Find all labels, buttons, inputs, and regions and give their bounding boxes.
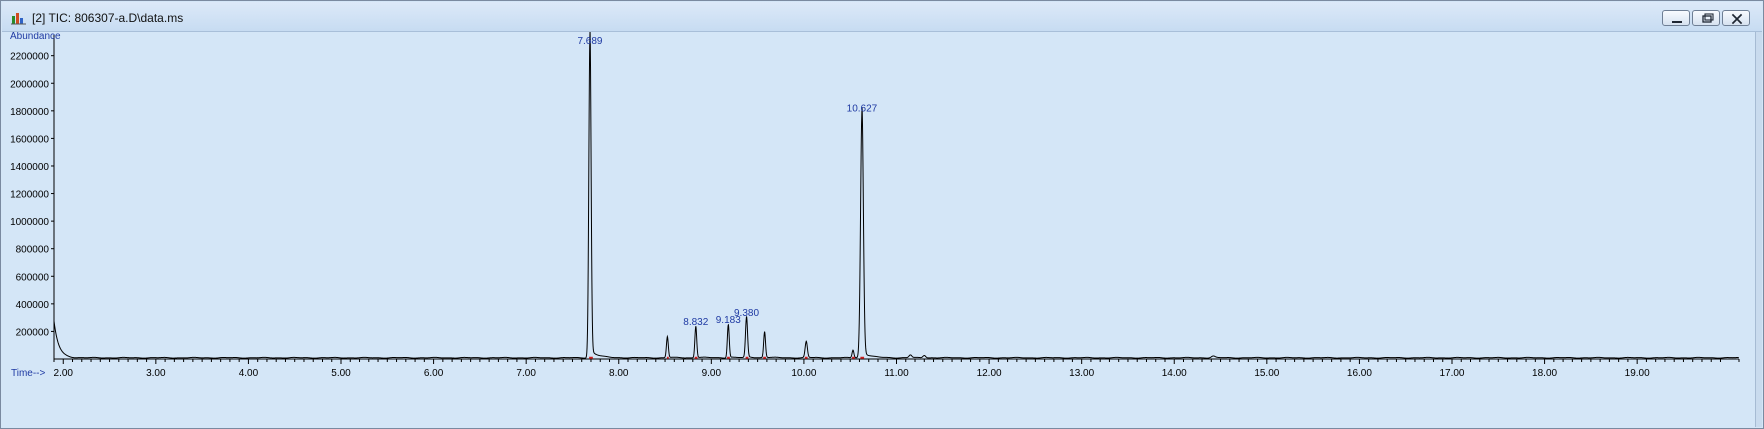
peak-rt-label: 7.689 bbox=[577, 36, 602, 47]
y-axis-title: Abundance bbox=[10, 32, 61, 42]
window-title: [2] TIC: 806307-a.D\data.ms bbox=[32, 11, 184, 25]
tic-trace-line bbox=[53, 32, 1739, 359]
chromatogram-app-icon bbox=[11, 13, 26, 25]
restore-button[interactable] bbox=[1692, 10, 1720, 26]
peak-rt-label: 9.183 bbox=[716, 315, 741, 326]
window-controls bbox=[1662, 10, 1750, 26]
plot-background bbox=[2, 32, 1757, 427]
x-tick-label: 18.00 bbox=[1532, 368, 1557, 379]
peak-rt-label: 9.380 bbox=[734, 308, 759, 319]
trace-layer bbox=[53, 32, 1739, 359]
x-tick-label: 6.00 bbox=[424, 368, 444, 379]
x-axis-title: Time--> bbox=[11, 368, 46, 379]
x-tick-label: 12.00 bbox=[977, 368, 1002, 379]
y-tick-label: 800000 bbox=[16, 245, 50, 256]
window-titlebar[interactable]: [2] TIC: 806307-a.D\data.ms bbox=[2, 2, 1762, 32]
x-tick-label: 11.00 bbox=[884, 368, 909, 379]
x-tick-label: 2.00 bbox=[54, 368, 74, 379]
x-tick-label: 5.00 bbox=[331, 368, 351, 379]
x-tick-label: 3.00 bbox=[146, 368, 166, 379]
y-tick-label: 400000 bbox=[16, 300, 50, 311]
x-tick-label: 9.00 bbox=[702, 368, 722, 379]
peak-rt-label: 8.832 bbox=[683, 317, 708, 328]
x-tick-label: 10.00 bbox=[791, 368, 816, 379]
peak-rt-label: 10.627 bbox=[847, 103, 878, 114]
restore-icon bbox=[1702, 13, 1714, 23]
y-tick-label: 1800000 bbox=[10, 107, 49, 118]
axes-layer: Abundance Time--> 200000 400000 600000 800000… bbox=[10, 32, 1740, 379]
y-tick-label: 1400000 bbox=[10, 162, 49, 173]
close-button[interactable] bbox=[1722, 10, 1750, 26]
right-edge-scroll-strip[interactable] bbox=[1755, 32, 1762, 427]
y-tick-label: 1200000 bbox=[10, 190, 49, 201]
x-tick-label: 13.00 bbox=[1069, 368, 1094, 379]
close-icon bbox=[1731, 13, 1743, 25]
x-tick-label: 17.00 bbox=[1439, 368, 1464, 379]
y-tick-label: 2000000 bbox=[10, 79, 49, 90]
x-tick-label: 14.00 bbox=[1162, 368, 1187, 379]
minimize-button[interactable] bbox=[1662, 10, 1690, 26]
x-tick-label: 7.00 bbox=[516, 368, 536, 379]
x-tick-label: 15.00 bbox=[1254, 368, 1279, 379]
minimize-icon bbox=[1672, 21, 1682, 23]
y-tick-label: 200000 bbox=[16, 327, 50, 338]
y-tick-label: 1000000 bbox=[10, 217, 49, 228]
y-tick-label: 600000 bbox=[16, 272, 50, 283]
chromatogram-chart: Abundance Time--> 200000 400000 600000 800000… bbox=[2, 32, 1757, 427]
x-tick-label: 16.00 bbox=[1347, 368, 1372, 379]
y-tick-label: 1600000 bbox=[10, 134, 49, 145]
x-tick-label: 4.00 bbox=[239, 368, 259, 379]
y-tick-label: 2200000 bbox=[10, 52, 49, 63]
x-tick-label: 8.00 bbox=[609, 368, 629, 379]
x-tick-label: 19.00 bbox=[1625, 368, 1650, 379]
